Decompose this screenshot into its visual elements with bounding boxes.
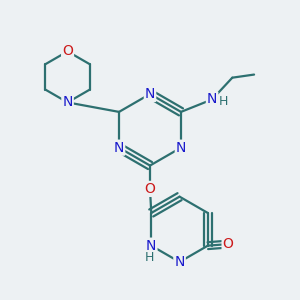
Text: H: H [219,95,229,108]
Text: N: N [174,255,185,269]
Text: N: N [114,141,124,155]
Text: O: O [223,237,233,251]
Text: N: N [145,87,155,101]
Text: N: N [176,141,186,155]
Text: N: N [62,95,73,110]
Text: H: H [145,251,154,264]
Text: O: O [62,44,73,58]
Text: O: O [145,182,155,196]
Text: N: N [207,92,217,106]
Text: N: N [146,238,157,253]
